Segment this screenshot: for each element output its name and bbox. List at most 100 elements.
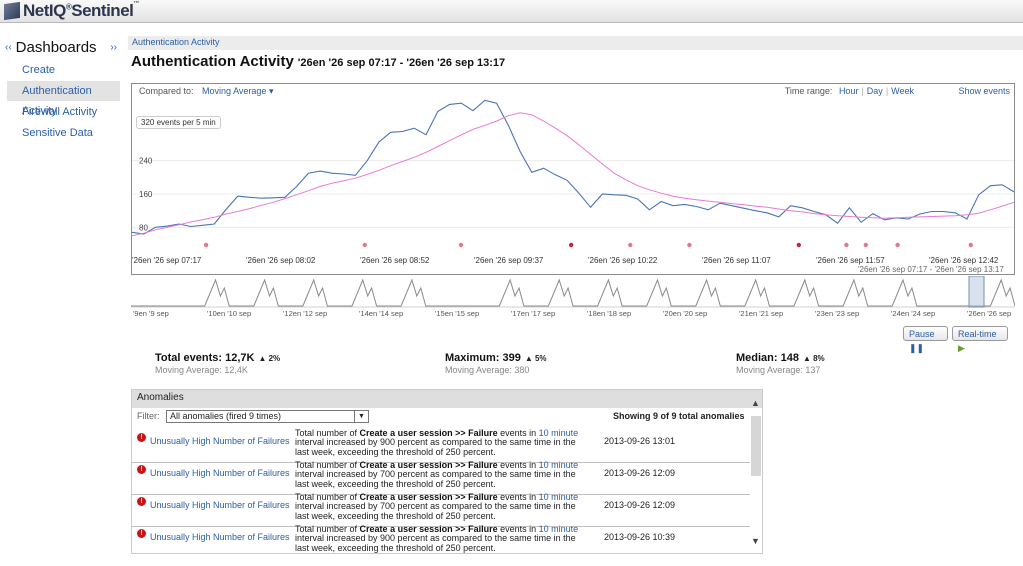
netiq-sentinel-logo: NetIQ®Sentinel™ (4, 1, 139, 21)
anomalies-panel: Anomalies Filter: All anomalies (fired 9… (131, 389, 763, 554)
x-tick-label: '26en '26 sep 08:52 (360, 256, 430, 265)
breadcrumb[interactable]: Authentication Activity (132, 37, 220, 47)
y-tick-label: 160 (139, 190, 153, 199)
increase-arrow-icon: ▲ 2% (258, 354, 281, 363)
overview-selected-range: '26en '26 sep 07:17 - '26en '26 sep 13:1… (858, 265, 1004, 274)
overview-date-label: '23en '23 sep (815, 309, 859, 318)
anomalies-scrollbar[interactable]: ▲ ▼ (750, 398, 762, 553)
time-range-label: Time range: (784, 86, 833, 96)
collapse-left-icon[interactable]: ‹‹ (5, 41, 12, 53)
compared-to-dropdown[interactable]: Moving Average ▾ (202, 86, 274, 96)
dashboards-header: ‹‹ Dashboards ›› (5, 38, 117, 56)
event-chart[interactable]: 80 160 240 '26en '26 sep 07:17 '26en '26 sep… (131, 83, 1015, 275)
dashboards-title: Dashboards (15, 38, 97, 56)
sidebar-item-sensitive-data[interactable]: Sensitive Data (22, 127, 93, 139)
event-marker (458, 242, 464, 248)
anomalies-filter-select[interactable]: All anomalies (fired 9 times) ▼ (166, 410, 369, 423)
brand-name: NetIQ®Sentinel™ (23, 1, 139, 20)
overview-date-label: '10en '10 sep (207, 309, 251, 318)
event-marker (628, 242, 633, 248)
x-tick-label: '26en '26 sep 11:07 (702, 256, 771, 265)
time-range-week[interactable]: Week (891, 86, 914, 96)
anomaly-name-link[interactable]: Unusually High Number of Failures (150, 468, 290, 478)
overview-date-label: '18en '18 sep (587, 309, 631, 318)
overview-timeline-svg[interactable]: '9en '9 sep '10en '10 sep '12en '12 sep '14… (131, 275, 1016, 318)
anomaly-row[interactable]: ! Unusually High Number of Failures Total … (132, 460, 750, 495)
alert-icon: ! (137, 433, 146, 442)
anomaly-row[interactable]: ! Unusually High Number of Failures Total … (132, 492, 750, 527)
event-marker (968, 242, 973, 248)
x-tick-label: '26en '26 sep 08:02 (246, 256, 316, 265)
anomaly-date: 2013-09-26 10:39 (604, 532, 676, 542)
anomaly-row[interactable]: ! Unusually High Number of Failures Total … (132, 428, 750, 463)
filter-label: Filter: (137, 411, 160, 421)
stat-median: Median: 148 ▲ 8% Moving Average: 137 (736, 352, 825, 375)
sidebar-item-create[interactable]: Create (22, 64, 56, 76)
scroll-down-icon[interactable]: ▼ (751, 536, 760, 546)
page-title: Authentication Activity '26en '26 sep 07:… (131, 53, 505, 70)
anomaly-date: 2013-09-26 12:09 (604, 500, 676, 510)
anomaly-description: Total number of Create a user session >>… (295, 460, 579, 489)
anomaly-date: 2013-09-26 12:09 (604, 468, 676, 478)
anomaly-interval-link[interactable]: 10 minute (538, 460, 579, 470)
anomaly-name-link[interactable]: Unusually High Number of Failures (150, 500, 290, 510)
overview-line (131, 278, 1016, 307)
event-marker (895, 242, 900, 248)
sidebar-item-firewall-activity[interactable]: Firewall Activity (22, 106, 98, 118)
stat-maximum: Maximum: 399 ▲ 5% Moving Average: 380 (445, 352, 547, 375)
scroll-up-icon[interactable]: ▲ (751, 398, 760, 408)
expand-right-icon[interactable]: ›› (110, 41, 117, 53)
x-tick-label: '26en '26 sep 10:22 (588, 256, 658, 265)
increase-arrow-icon: ▲ 5% (524, 354, 547, 363)
chevron-down-icon[interactable]: ▼ (354, 411, 368, 422)
x-tick-label: '26en '26 sep 11:57 (816, 256, 885, 265)
time-range-day[interactable]: Day (866, 86, 883, 96)
top-bar: NetIQ®Sentinel™ (0, 0, 1023, 23)
anomaly-interval-link[interactable]: 10 minute (538, 492, 579, 502)
compared-to-control: Compared to: Moving Average ▾ (139, 86, 273, 97)
overview-selection-window (968, 275, 985, 308)
show-events-link[interactable]: Show events (958, 86, 1010, 96)
breadcrumb-bar: Authentication Activity (128, 36, 1023, 50)
scroll-thumb[interactable] (751, 416, 761, 476)
compared-to-label: Compared to: (139, 86, 194, 96)
anomaly-name-link[interactable]: Unusually High Number of Failures (150, 436, 290, 446)
overview-timeline[interactable]: '9en '9 sep '10en '10 sep '12en '12 sep '14… (131, 275, 1016, 318)
overview-date-label: '15en '15 sep (435, 309, 479, 318)
anomaly-name-link[interactable]: Unusually High Number of Failures (150, 532, 290, 542)
overview-date-label: '24en '24 sep (891, 309, 935, 318)
overview-date-label: '14en '14 sep (359, 309, 403, 318)
time-range-control: Time range: Hour | Day | Week (784, 86, 914, 96)
play-icon: ▶ (958, 343, 965, 353)
event-marker (569, 242, 574, 248)
event-marker (687, 242, 692, 248)
page-title-text: Authentication Activity (131, 53, 294, 70)
event-marker (844, 242, 849, 248)
anomaly-description: Total number of Create a user session >>… (295, 428, 579, 457)
x-tick-label: '26en '26 sep 09:37 (474, 256, 544, 265)
increase-arrow-icon: ▲ 8% (802, 354, 825, 363)
anomaly-row[interactable]: ! Unusually High Number of Failures Total … (132, 524, 750, 553)
alert-icon: ! (137, 529, 146, 538)
pause-button[interactable]: Pause ❚❚ (903, 326, 948, 353)
sidebar-item-authentication-activity[interactable]: Authentication Activity (7, 81, 120, 117)
time-range-hour[interactable]: Hour (838, 86, 859, 96)
overview-date-label: '12en '12 sep (283, 309, 327, 318)
y-tick-label: 240 (139, 157, 153, 166)
overview-date-label: '20en '20 sep (663, 309, 707, 318)
pause-icon: ❚❚ (909, 343, 925, 353)
anomaly-interval-link[interactable]: 10 minute (538, 428, 579, 438)
realtime-button[interactable]: Real-time ▶ (952, 326, 1008, 353)
overview-date-label: '17en '17 sep (511, 309, 555, 318)
events-rate-label: 320 events per 5 min (136, 116, 221, 129)
anomaly-date: 2013-09-26 13:01 (604, 436, 676, 446)
stat-total-events: Total events: 12,7K ▲ 2% Moving Average: … (155, 352, 281, 375)
y-tick-label: 80 (139, 223, 148, 232)
sidebar: ‹‹ Dashboards ›› Create Authentication A… (0, 22, 124, 566)
anomaly-description: Total number of Create a user session >>… (295, 492, 579, 521)
overview-date-label: '26en '26 sep (967, 309, 1011, 318)
overview-date-label: '21en '21 sep (739, 309, 783, 318)
anomaly-interval-link[interactable]: 10 minute (538, 524, 579, 534)
event-chart-svg[interactable]: 80 160 240 '26en '26 sep 07:17 '26en '26 sep… (132, 84, 1014, 274)
series-line-events (132, 99, 1014, 235)
